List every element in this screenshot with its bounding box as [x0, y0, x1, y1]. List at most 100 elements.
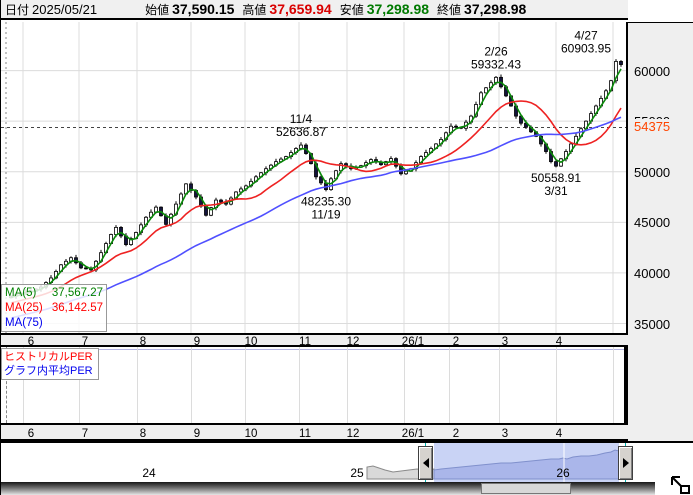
- candle-body: [319, 176, 323, 184]
- graph-average-per-label: グラフ内平均PER: [4, 365, 93, 377]
- ma-legend: MA(5) 37,567.27 MA(25) 36,142.57 MA(75): [1, 284, 107, 332]
- low-value: 37,298.98: [366, 1, 430, 17]
- arrow-left-icon: [422, 458, 429, 468]
- x-axis-label: 6: [27, 428, 35, 440]
- navigator-year-label: 26: [556, 466, 570, 480]
- resize-icon[interactable]: [669, 475, 692, 495]
- x-axis-label: 2: [452, 336, 460, 348]
- x-axis-label: 9: [193, 428, 201, 440]
- ohlc-header: 日付 2025/05/21 始値 37,590.15 高値 37,659.94 …: [1, 0, 628, 20]
- candlestick-chart[interactable]: 11/4 52636.87 48235.30 11/19 2/26 59332.43 505…: [1, 22, 626, 333]
- open-value: 37,590.15: [172, 1, 235, 17]
- ma75-label: MA(75): [5, 317, 43, 329]
- x-axis-label: 26/1: [401, 336, 425, 348]
- close-value: 37,298.98: [464, 1, 527, 17]
- candle-body: [454, 125, 458, 128]
- candle-body: [114, 226, 118, 235]
- gridline-vertical: [79, 347, 80, 423]
- current-price-badge: 54375: [632, 119, 673, 135]
- date-label: 日付: [5, 2, 30, 17]
- x-axis-per: 6 7 8 9 10 11 12 26/1 2 3 4: [1, 423, 628, 441]
- chart-annotation: 2/26: [484, 44, 508, 58]
- chart-annotation: 3/31: [544, 184, 568, 198]
- gridline-vertical: [613, 347, 614, 423]
- low-label: 安値: [339, 2, 364, 17]
- ma75-row: MA(75): [5, 316, 103, 331]
- y-axis-label: 35000: [634, 316, 671, 332]
- ma5-label: MA(5): [5, 287, 37, 299]
- overview-area-selected: [433, 449, 620, 480]
- gridline-vertical: [137, 347, 138, 423]
- x-axis-label: 3: [501, 336, 509, 348]
- arrow-right-icon: [622, 458, 629, 468]
- chart-annotation: 11/4: [290, 112, 313, 126]
- x-axis-label: 12: [346, 336, 360, 348]
- x-axis-label: 12: [346, 428, 360, 440]
- chart-annotation: 4/27: [574, 28, 598, 42]
- overview-area-unselected: [366, 465, 435, 480]
- gridline-vertical: [191, 347, 192, 423]
- historical-per-label: ヒストリカルPER: [4, 351, 93, 363]
- high-label: 高値: [242, 2, 267, 17]
- y-axis-label: 45000: [634, 215, 671, 231]
- x-axis-label: 10: [244, 428, 258, 440]
- scrollbar-thumb[interactable]: [481, 483, 571, 494]
- candle-body: [614, 61, 618, 82]
- ma5-value: 37,567.27: [51, 287, 103, 299]
- ma5-row: MA(5) 37,567.27: [5, 286, 103, 301]
- close-label: 終値: [437, 2, 462, 17]
- cursor-dashed-line: [6, 347, 7, 423]
- x-axis-label: 9: [193, 336, 201, 348]
- candle-body: [209, 207, 213, 216]
- per-average-line: [1, 349, 624, 350]
- candle-body: [219, 199, 223, 203]
- candle-body: [404, 170, 408, 175]
- gridline-vertical: [404, 347, 405, 423]
- date-value: 2025/05/21: [32, 1, 98, 17]
- gridline-vertical: [347, 347, 348, 423]
- navigator-overview-chart[interactable]: [1, 443, 693, 482]
- ma25-row: MA(25) 36,142.57: [5, 301, 103, 316]
- chart-annotation: 52636.87: [276, 125, 326, 139]
- candle-body: [129, 238, 133, 245]
- ma25-label: MA(25): [5, 302, 43, 314]
- ma-line: [10, 100, 622, 304]
- x-axis-label: 2: [452, 428, 460, 440]
- x-axis-label: 7: [81, 428, 89, 440]
- ma-line: [10, 68, 622, 299]
- x-axis-label: 6: [27, 336, 35, 348]
- candle-body: [619, 61, 623, 65]
- gridline-vertical: [556, 347, 557, 423]
- y-axis-label: 50000: [634, 164, 671, 180]
- y-axis-label: 60000: [634, 63, 671, 79]
- x-axis-label: 8: [139, 428, 147, 440]
- chart-annotation: 11/19: [311, 208, 340, 222]
- horizontal-scrollbar[interactable]: [1, 482, 655, 495]
- open-label: 始値: [145, 2, 170, 17]
- x-axis-label: 4: [555, 428, 563, 440]
- chart-annotation: 50558.91: [531, 171, 581, 185]
- chart-annotation: 48235.30: [301, 195, 351, 209]
- x-axis-label: 11: [299, 428, 311, 440]
- navigator-year-label: 24: [142, 466, 156, 480]
- x-axis-label: 10: [244, 336, 258, 348]
- gridline-vertical: [449, 347, 450, 423]
- x-axis-label: 11: [299, 336, 311, 348]
- per-panel[interactable]: [1, 347, 626, 423]
- candle-body: [169, 213, 173, 225]
- x-axis-main: 6 7 8 9 10 11 12 26/1 2 3 4: [1, 333, 628, 348]
- high-value: 37,659.94: [269, 1, 332, 17]
- range-navigator[interactable]: 24 25 26: [1, 441, 693, 482]
- candle-body: [554, 161, 558, 167]
- ma-line: [10, 116, 622, 319]
- scroll-left-button[interactable]: [418, 446, 433, 480]
- y-axis-label: 40000: [634, 265, 671, 281]
- x-axis-label: 7: [81, 336, 89, 348]
- y-axis: 54375 600005500050000450004000035000: [626, 22, 693, 441]
- x-axis-label: 26/1: [401, 428, 425, 440]
- gridline-vertical: [23, 347, 24, 423]
- scroll-right-button[interactable]: [618, 446, 633, 480]
- candle-body: [84, 267, 88, 270]
